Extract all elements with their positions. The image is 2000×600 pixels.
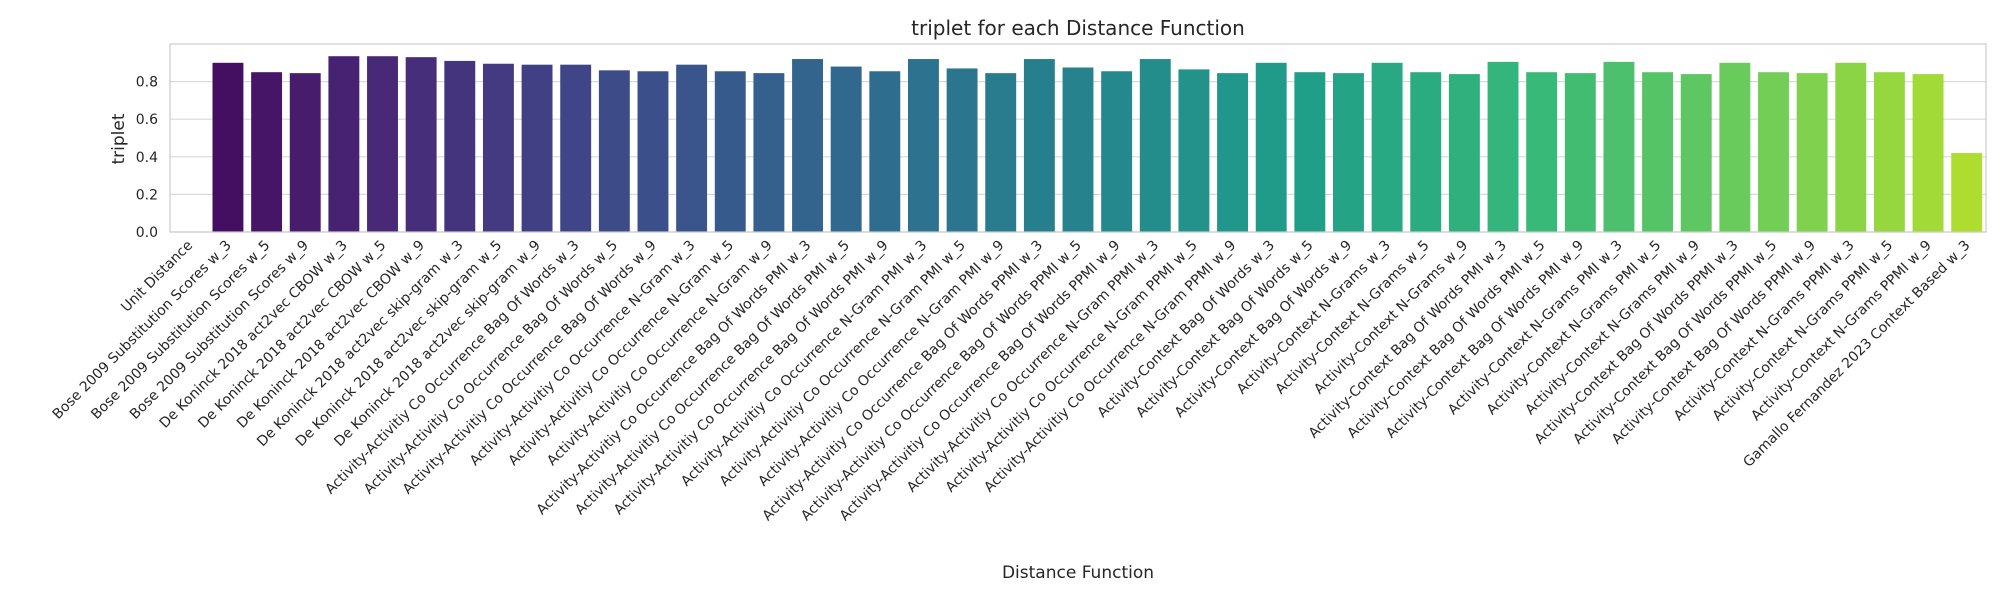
- bar: [1526, 72, 1558, 232]
- bar: [1680, 74, 1712, 232]
- y-tick-label: 0.0: [136, 225, 158, 241]
- x-tick-label: Activity-Activitiy Co Occurrence N-Gram …: [981, 238, 1239, 496]
- bar: [1217, 73, 1249, 232]
- bar: [1564, 73, 1596, 232]
- bars: [212, 56, 1983, 233]
- bar: [1487, 61, 1519, 232]
- bar: [676, 64, 708, 233]
- x-axis-title: Distance Function: [1002, 563, 1154, 583]
- bar: [1294, 72, 1326, 232]
- bar: [1062, 67, 1094, 232]
- bar: [1873, 72, 1905, 232]
- bar: [869, 71, 901, 232]
- bar: [637, 71, 669, 232]
- bar: [521, 64, 553, 233]
- bar: [1023, 59, 1055, 232]
- bar: [1178, 69, 1210, 232]
- bar: [1835, 62, 1867, 232]
- bar: [1139, 59, 1171, 232]
- bar: [251, 72, 283, 232]
- bar: [560, 64, 592, 233]
- bar: [212, 62, 244, 232]
- bar: [1796, 73, 1828, 232]
- plot-area: [169, 43, 1987, 233]
- x-tick-label: Activity-Activitiy Co Occurrence N-Gram …: [943, 238, 1201, 496]
- bar: [1758, 72, 1789, 232]
- x-tick-label: Activity-Activitiy Co Occurrence N-Gram …: [904, 238, 1162, 496]
- y-axis-title: triplet: [109, 113, 129, 164]
- bar: [1255, 62, 1287, 232]
- y-axis-ticks: 0.0 0.2 0.4 0.6 0.8: [136, 75, 158, 241]
- bar: [1642, 72, 1674, 232]
- y-tick-label: 0.4: [136, 150, 158, 166]
- bar: [598, 70, 630, 232]
- bar: [985, 73, 1017, 232]
- chart-title: triplet for each Distance Function: [911, 16, 1245, 40]
- bar: [907, 59, 939, 232]
- bar: [289, 73, 321, 232]
- bar: [753, 73, 785, 232]
- bar: [1951, 153, 1983, 232]
- bar: [1371, 62, 1403, 232]
- bar: [367, 56, 398, 232]
- bar: [830, 66, 862, 232]
- bar: [1333, 73, 1364, 232]
- bar: [328, 56, 360, 232]
- bar: [946, 68, 978, 232]
- bar: [1410, 72, 1442, 232]
- bar: [792, 59, 823, 232]
- bar: [405, 57, 437, 232]
- bar: [1719, 62, 1751, 232]
- y-tick-label: 0.6: [136, 112, 158, 128]
- bar: [1603, 61, 1635, 232]
- bar: [714, 71, 746, 232]
- bar: [1912, 74, 1944, 232]
- y-tick-label: 0.8: [136, 75, 158, 91]
- x-tick-label: Activity-Context N-Grams PPMI w_9: [1748, 238, 1935, 425]
- bar: [444, 60, 476, 232]
- bar: [1448, 74, 1480, 232]
- bar: [1101, 71, 1133, 232]
- y-tick-label: 0.2: [136, 187, 158, 203]
- bar: [482, 63, 514, 232]
